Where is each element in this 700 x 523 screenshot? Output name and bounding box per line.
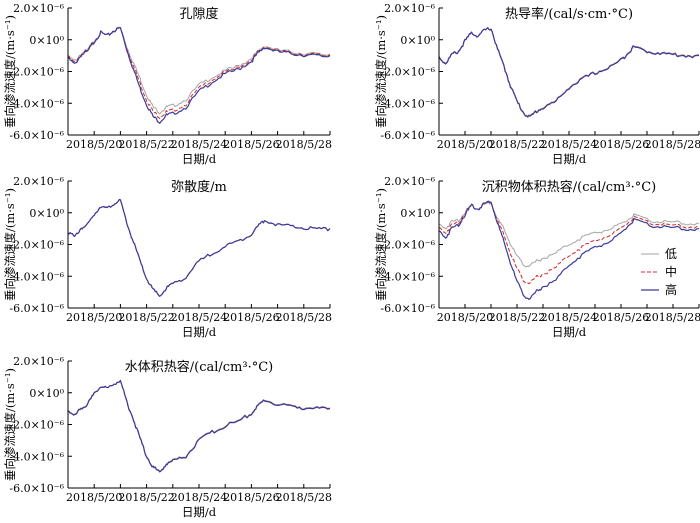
legend-label: 低 [665, 247, 677, 261]
series-line-1 [67, 380, 331, 472]
x-tick-label: 2018/5/26 [223, 491, 279, 504]
y-tick-label: 2.0×10⁻⁶ [384, 175, 436, 188]
y-axis-label: 垂向渗流速度/(m·s⁻¹) [374, 15, 388, 128]
y-tick-label: -6.0×10⁻⁶ [380, 302, 435, 315]
chart-title: 沉积物体积热容/(cal/cm³·°C) [482, 179, 657, 195]
chart-panel-2: 热导率/(cal/s·cm·°C) 2.0×10⁻⁶ 0×10⁰ -2.0×10⁻⁶ -… [374, 2, 700, 166]
y-tick-label: -6.0×10⁻⁶ [380, 129, 435, 142]
x-tick-label: 2018/5/22 [118, 491, 174, 504]
y-tick-label: -2.0×10⁻⁶ [9, 239, 64, 252]
x-tick-label: 2018/5/20 [66, 311, 122, 324]
x-tick-label: 2018/5/24 [541, 138, 597, 151]
x-axis-label: 日期/d [182, 325, 217, 339]
x-tick-label: 2018/5/24 [541, 311, 597, 324]
legend-label: 高 [665, 282, 677, 297]
y-tick-label: -6.0×10⁻⁶ [9, 482, 64, 495]
x-tick-label: 2018/5/28 [645, 311, 700, 324]
series-line-1 [67, 199, 331, 297]
series-line-2 [67, 26, 331, 120]
chart-panel-5: 水体积热容/(cal/cm³·°C) 2.0×10⁻⁶ 0×10⁰ -2.0×10⁻⁶… [3, 355, 332, 519]
series-line-2 [67, 199, 331, 297]
y-axis-label: 垂向渗流速度/(m·s⁻¹) [3, 188, 17, 301]
y-tick-label: -6.0×10⁻⁶ [9, 302, 64, 315]
series-line-1 [438, 27, 700, 117]
x-tick-label: 2018/5/20 [66, 491, 122, 504]
x-tick-label: 2018/5/24 [171, 491, 227, 504]
y-tick-label: 0×10⁰ [29, 387, 64, 400]
y-tick-label: -4.0×10⁻⁶ [9, 270, 64, 283]
series-line-3 [67, 198, 331, 297]
series-line-1 [438, 202, 700, 268]
y-tick-label: 0×10⁰ [29, 207, 64, 220]
x-tick-label: 2018/5/26 [223, 138, 279, 151]
y-tick-label: -2.0×10⁻⁶ [380, 66, 435, 79]
x-tick-label: 2018/5/28 [276, 311, 332, 324]
x-tick-label: 2018/5/22 [489, 138, 545, 151]
x-axis-label: 日期/d [182, 152, 217, 166]
y-tick-label: -2.0×10⁻⁶ [380, 239, 435, 252]
x-tick-label: 2018/5/20 [437, 311, 493, 324]
y-tick-label: 0×10⁰ [400, 34, 435, 47]
series-line-2 [438, 27, 700, 118]
x-tick-label: 2018/5/20 [437, 138, 493, 151]
y-tick-label: 2.0×10⁻⁶ [384, 2, 436, 15]
x-tick-label: 2018/5/26 [593, 311, 649, 324]
chart-title: 热导率/(cal/s·cm·°C) [505, 6, 633, 22]
legend-label: 中 [665, 264, 677, 279]
series-line-3 [67, 379, 331, 473]
x-tick-label: 2018/5/24 [171, 138, 227, 151]
x-tick-label: 2018/5/28 [276, 138, 332, 151]
series-line-2 [438, 201, 700, 285]
x-tick-label: 2018/5/28 [276, 491, 332, 504]
x-tick-label: 2018/5/26 [223, 311, 279, 324]
legend: 低中高 [641, 247, 677, 297]
x-tick-label: 2018/5/24 [171, 311, 227, 324]
y-tick-label: -2.0×10⁻⁶ [9, 419, 64, 432]
x-tick-label: 2018/5/22 [489, 311, 545, 324]
x-tick-label: 2018/5/20 [66, 138, 122, 151]
chart-title: 孔隙度 [179, 6, 218, 22]
x-tick-label: 2018/5/28 [645, 138, 700, 151]
y-axis-label: 垂向渗流速度/(m·s⁻¹) [3, 368, 17, 481]
y-tick-label: 2.0×10⁻⁶ [13, 355, 65, 368]
series-line-3 [438, 27, 699, 118]
y-axis-label: 垂向渗流速度/(m·s⁻¹) [3, 15, 17, 128]
y-tick-label: -6.0×10⁻⁶ [9, 129, 64, 142]
x-tick-label: 2018/5/26 [593, 138, 649, 151]
x-tick-label: 2018/5/22 [118, 311, 174, 324]
x-axis-label: 日期/d [552, 325, 587, 339]
series-line-3 [67, 26, 331, 125]
y-tick-label: 2.0×10⁻⁶ [13, 175, 65, 188]
x-axis-label: 日期/d [182, 505, 217, 519]
y-axis-label: 垂向渗流速度/(m·s⁻¹) [374, 188, 388, 301]
y-tick-label: -4.0×10⁻⁶ [9, 450, 64, 463]
x-axis-label: 日期/d [552, 152, 587, 166]
series-line-2 [67, 380, 331, 473]
chart-panel-4: 沉积物体积热容/(cal/cm³·°C) 2.0×10⁻⁶ 0×10⁰ -2.0×10… [374, 175, 700, 339]
chart-panel-3: 弥散度/m 2.0×10⁻⁶ 0×10⁰ -2.0×10⁻⁶ -4.0×10⁻⁶ -6.0… [3, 175, 332, 339]
series-line-1 [67, 27, 331, 115]
y-tick-label: -4.0×10⁻⁶ [380, 270, 435, 283]
series-line-3 [438, 200, 700, 300]
chart-panel-1: 孔隙度 2.0×10⁻⁶ 0×10⁰ -2.0×10⁻⁶ -4.0×10⁻⁶ -6.0×1… [3, 2, 332, 166]
x-tick-label: 2018/5/22 [118, 138, 174, 151]
chart-title: 水体积热容/(cal/cm³·°C) [125, 359, 274, 375]
y-tick-label: 0×10⁰ [29, 34, 64, 47]
y-tick-label: 2.0×10⁻⁶ [13, 2, 65, 15]
y-tick-label: -4.0×10⁻⁶ [9, 97, 64, 110]
y-tick-label: -4.0×10⁻⁶ [380, 97, 435, 110]
chart-title: 弥散度/m [171, 179, 227, 195]
y-tick-label: -2.0×10⁻⁶ [9, 66, 64, 79]
y-tick-label: 0×10⁰ [400, 207, 435, 220]
